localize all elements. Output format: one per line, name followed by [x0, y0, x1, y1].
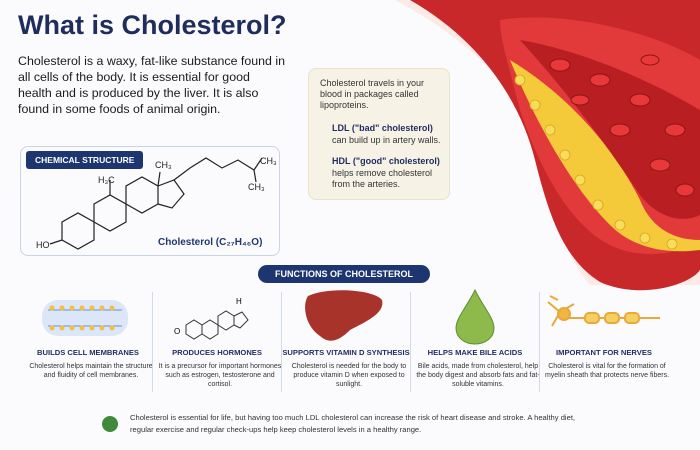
function-title: HELPS MAKE BILE ACIDS — [427, 348, 523, 357]
atom: CH₃ — [155, 160, 172, 170]
nerve-icon — [547, 295, 660, 327]
artery — [395, 0, 700, 291]
function-text: Cholesterol is vital for the formation o… — [544, 363, 670, 379]
hdl-name: HDL ("good" cholesterol) — [332, 156, 440, 166]
function-title: SUPPORTS VITAMIN D SYNTHESIS — [282, 348, 410, 357]
structure-caption: Cholesterol (C₂₇H₄₆O) — [158, 237, 262, 248]
blood-box — [308, 68, 450, 200]
atom: CH₃ — [248, 182, 265, 192]
intro: Cholesterol is a waxy, fat-like substanc… — [18, 54, 285, 116]
structure-label: CHEMICAL STRUCTURE — [26, 151, 144, 169]
blood-intro: Cholesterol travels in your blood in pac… — [320, 78, 425, 110]
hormone-icon — [185, 310, 249, 340]
divider — [281, 292, 282, 392]
atom: CH₃ — [260, 156, 277, 166]
atom: HO — [36, 240, 50, 250]
atom: H₃C — [98, 175, 115, 185]
liver-icon — [305, 290, 383, 341]
ldl-text: can build up in artery walls. — [332, 135, 441, 145]
function-text: It is a precursor for important hormones… — [158, 363, 282, 388]
divider — [152, 292, 153, 392]
functions-title: FUNCTIONS OF CHOLESTEROL — [258, 265, 430, 283]
membrane-icon — [42, 300, 128, 336]
function-text: Cholesterol helps maintain the structure… — [29, 363, 153, 379]
bile-drop-icon — [455, 288, 495, 345]
function-title: PRODUCES HORMONES — [172, 348, 262, 357]
function-text: Bile acids, made from cholesterol, help … — [416, 363, 540, 388]
divider — [410, 292, 411, 392]
title: What is Cholesterol? — [18, 10, 287, 40]
steroid-skeleton — [49, 157, 263, 250]
function-text: Cholesterol is needed for the body to pr… — [291, 363, 407, 388]
ldl-name: LDL ("bad" cholesterol) — [332, 123, 433, 133]
atom: H — [236, 297, 242, 306]
function-title: BUILDS CELL MEMBRANES — [37, 348, 139, 357]
divider — [539, 292, 540, 392]
hdl-text: helps remove cholesterol from the arteri… — [332, 168, 433, 189]
atom: O — [174, 327, 180, 336]
atom-labels: CH₃ H₃C CH₃ CH₃ HO — [36, 156, 277, 250]
footer-text: Cholesterol is essential for life, but h… — [130, 413, 576, 434]
function-title: IMPORTANT FOR NERVES — [556, 348, 652, 357]
heart-badge — [102, 416, 118, 432]
structure-box — [20, 146, 280, 256]
